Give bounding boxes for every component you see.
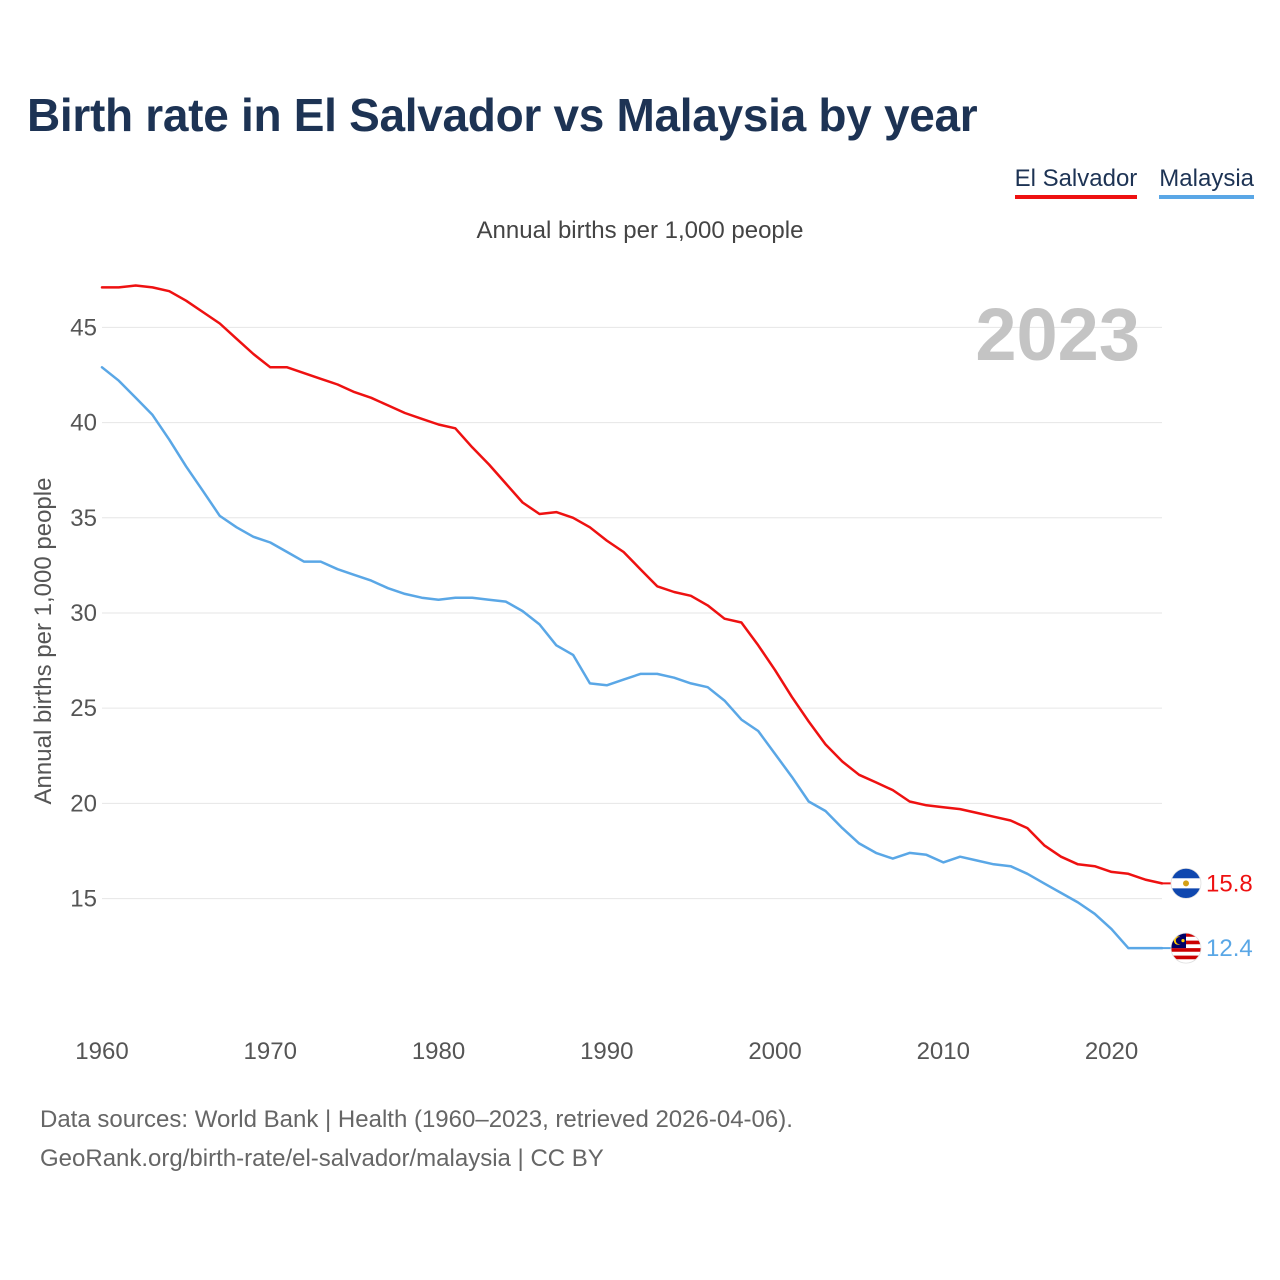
year-watermark: 2023: [975, 293, 1140, 376]
chart-title: Birth rate in El Salvador vs Malaysia by…: [27, 89, 978, 141]
y-tick-label: 20: [70, 790, 97, 817]
flag-el-salvador-icon: [1170, 867, 1202, 899]
x-tick-label: 1980: [412, 1038, 465, 1065]
footer-sources: Data sources: World Bank | Health (1960–…: [40, 1106, 793, 1133]
x-tick-label: 2000: [748, 1038, 801, 1065]
legend-item-malaysia[interactable]: Malaysia: [1159, 165, 1254, 199]
y-tick-label: 40: [70, 410, 97, 437]
line-chart: 2023 Annual births per 1,000 people 15 20…: [30, 284, 1253, 1065]
grid-lines: [102, 326, 1162, 900]
footer-url[interactable]: GeoRank.org/birth-rate/el-salvador/malay…: [40, 1145, 604, 1172]
series-line-el-salvador[interactable]: [100, 284, 1164, 885]
x-tick-label: 1960: [75, 1038, 128, 1065]
x-tick-label: 1990: [580, 1038, 633, 1065]
y-axis-label: Annual births per 1,000 people: [30, 478, 57, 805]
chart-subtitle: Annual births per 1,000 people: [476, 217, 804, 244]
series-end-markers: 15.8 12.4: [1162, 867, 1253, 964]
y-tick-label: 35: [70, 505, 97, 532]
x-tick-label: 2020: [1085, 1038, 1138, 1065]
series-lines: [100, 284, 1164, 950]
end-label-malaysia: 12.4: [1206, 935, 1253, 962]
y-tick-label: 45: [70, 314, 97, 341]
series-line-malaysia[interactable]: [100, 366, 1164, 950]
end-label-el-salvador: 15.8: [1206, 870, 1253, 897]
flag-malaysia-icon: [1170, 932, 1202, 964]
y-tick-label: 15: [70, 886, 97, 913]
legend-item-el-salvador[interactable]: El Salvador: [1014, 165, 1138, 199]
y-tick-label: 30: [70, 600, 97, 627]
legend: El Salvador Malaysia: [1014, 165, 1254, 199]
x-tick-label: 1970: [244, 1038, 297, 1065]
x-tick-label: 2010: [917, 1038, 970, 1065]
y-tick-label: 25: [70, 695, 97, 722]
axis-ticks: 15 20 25 30 35 40 45 1960 1970 1980 1990 2000 2010 20…: [70, 314, 1138, 1065]
